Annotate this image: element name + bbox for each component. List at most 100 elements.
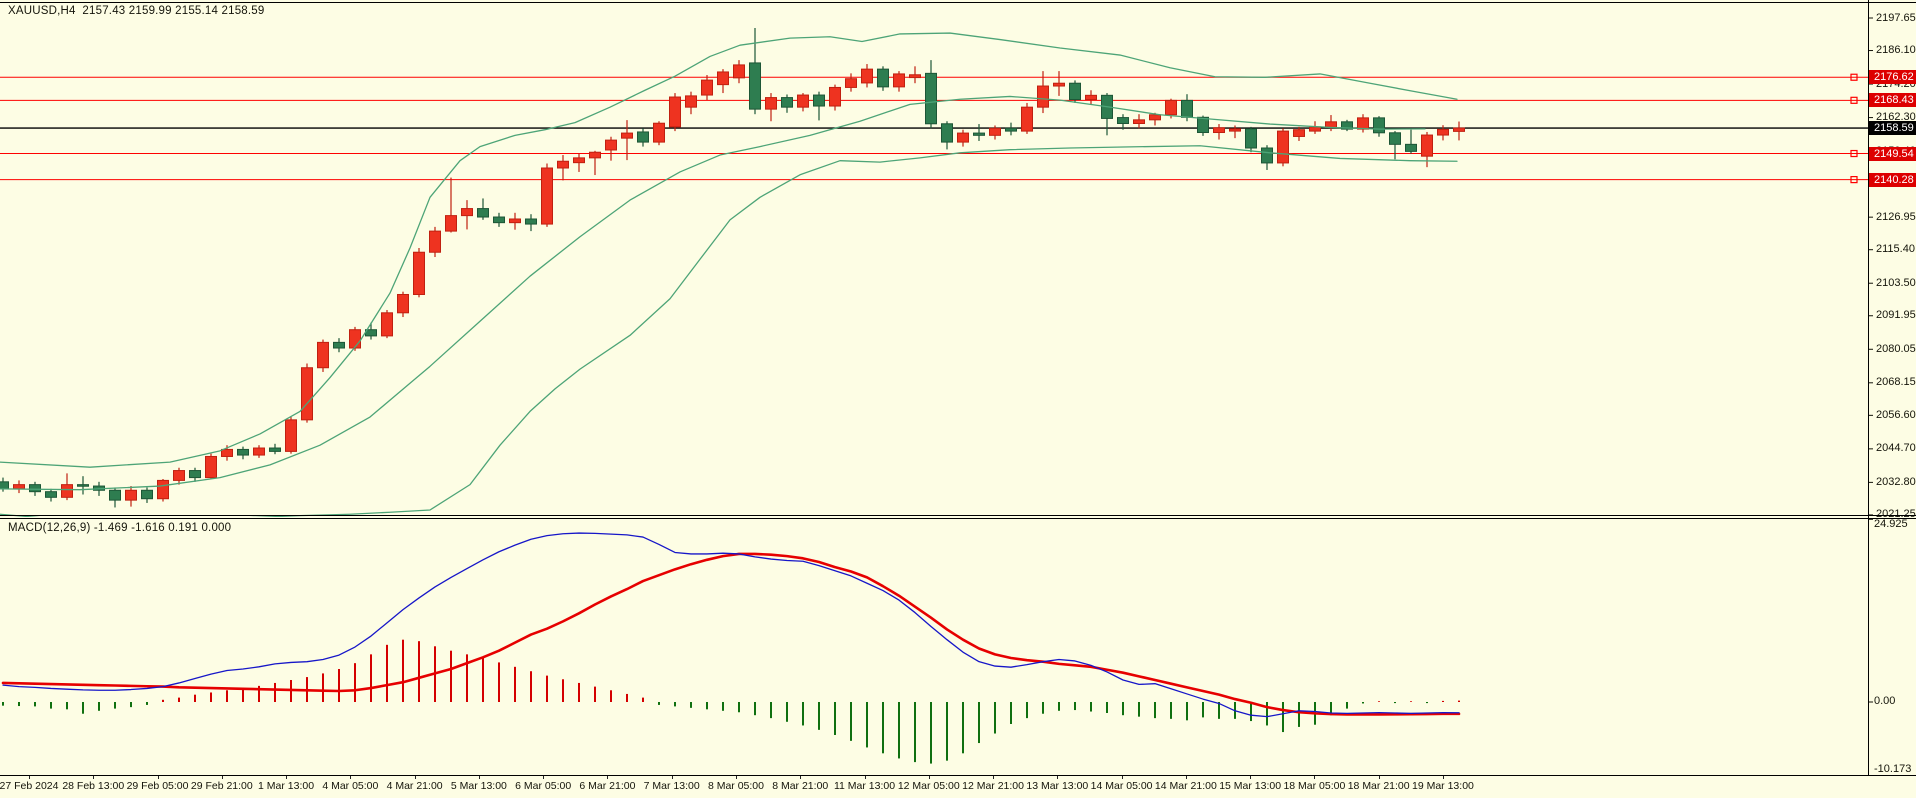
symbol-ohlc-header: XAUUSD,H4 2157.43 2159.99 2155.14 2158.5… xyxy=(8,5,265,17)
candle-body xyxy=(333,341,345,349)
candle-body xyxy=(349,329,361,349)
macd-indicator-canvas[interactable] xyxy=(0,517,1916,775)
time-axis-label: 18 Mar 05:00 xyxy=(1283,780,1346,792)
candle-body xyxy=(1309,126,1321,132)
candle-body xyxy=(253,447,265,456)
time-axis-tick xyxy=(1185,775,1187,779)
candle-body xyxy=(781,97,793,108)
candle-body xyxy=(1277,130,1289,164)
time-axis-tick xyxy=(735,775,737,779)
candle-body xyxy=(1069,82,1081,101)
price-axis-label: 2032.80 xyxy=(1876,475,1916,488)
time-axis-label: 29 Feb 05:00 xyxy=(126,780,189,792)
candle-body xyxy=(685,95,697,108)
candle-body xyxy=(109,489,121,501)
candle-body xyxy=(1229,128,1241,132)
candle-body xyxy=(733,64,745,79)
candle-body xyxy=(1085,94,1097,101)
time-axis-label: 29 Feb 21:00 xyxy=(190,780,253,792)
price-axis-label: 2115.40 xyxy=(1876,243,1915,256)
candle-body xyxy=(653,122,665,143)
candle-body xyxy=(189,470,201,479)
candle-body xyxy=(61,484,73,498)
candle-body xyxy=(237,448,249,456)
level-price-badge[interactable]: 2168.43 xyxy=(1869,93,1916,108)
time-axis-tick xyxy=(607,775,609,779)
candle-body xyxy=(1421,134,1433,157)
time-axis-label: 18 Mar 21:00 xyxy=(1347,780,1410,792)
candle-body xyxy=(573,157,585,164)
time-axis-label: 1 Mar 13:00 xyxy=(258,780,315,792)
price-chart-canvas[interactable] xyxy=(0,0,1916,517)
price-axis-line[interactable] xyxy=(1868,0,1869,775)
time-axis-label: 6 Mar 21:00 xyxy=(579,780,636,792)
price-axis-label: 2021.25 xyxy=(1876,508,1916,520)
candle-body xyxy=(1213,127,1225,134)
time-axis-tick xyxy=(1250,775,1252,779)
time-axis-label: 12 Mar 21:00 xyxy=(962,780,1024,792)
current-price-badge[interactable]: 2158.59 xyxy=(1869,121,1916,136)
hline-end-marker xyxy=(1850,73,1858,81)
macd-main-line xyxy=(2,532,1460,718)
candle-body xyxy=(845,78,857,88)
panel-separator-upper[interactable] xyxy=(0,515,1916,516)
time-axis-tick xyxy=(414,775,416,779)
candle-body xyxy=(765,97,777,110)
time-axis-tick xyxy=(286,775,288,779)
candle-body xyxy=(1453,127,1465,132)
candle-body xyxy=(605,139,617,151)
candle-body xyxy=(141,489,153,500)
candle-body xyxy=(1261,147,1273,164)
level-price-badge[interactable]: 2140.28 xyxy=(1869,172,1916,187)
time-axis-tick xyxy=(350,775,352,779)
level-price-badge[interactable]: 2176.62 xyxy=(1869,70,1916,85)
candle-body xyxy=(493,216,505,224)
time-axis-tick xyxy=(928,775,930,779)
time-axis-label: 5 Mar 13:00 xyxy=(450,780,507,792)
candle-body xyxy=(893,73,905,88)
candle-body xyxy=(301,367,313,421)
candle-body xyxy=(541,167,553,225)
time-axis-label: 8 Mar 21:00 xyxy=(772,780,829,792)
candle-body xyxy=(397,293,409,314)
candle-body xyxy=(1357,117,1369,130)
time-axis-label: 14 Mar 05:00 xyxy=(1090,780,1153,792)
level-price-badge[interactable]: 2149.54 xyxy=(1869,146,1916,161)
candle-body xyxy=(1149,114,1161,121)
time-axis-tick xyxy=(800,775,802,779)
candle-body xyxy=(797,94,809,108)
time-axis-tick xyxy=(1442,775,1444,779)
candle-body xyxy=(957,132,969,143)
time-axis-tick xyxy=(1121,775,1123,779)
candle-body xyxy=(45,491,57,498)
candle-body xyxy=(813,94,825,107)
price-axis-label: 2126.95 xyxy=(1876,210,1916,223)
macd-bottom-border xyxy=(0,775,1916,776)
candle-body xyxy=(1037,85,1049,108)
time-axis-tick xyxy=(478,775,480,779)
lower-band-line xyxy=(0,145,1458,517)
candle-body xyxy=(1293,129,1305,137)
time-axis-tick xyxy=(93,775,95,779)
candle-body xyxy=(1053,82,1065,87)
candle-body xyxy=(1133,119,1145,124)
panel-separator-lower[interactable] xyxy=(0,518,1916,519)
time-axis-tick xyxy=(864,775,866,779)
time-axis-tick xyxy=(29,775,30,779)
candle-body xyxy=(621,132,633,139)
price-axis-label: 2044.70 xyxy=(1876,442,1916,455)
candle-body xyxy=(1181,99,1193,118)
candle-body xyxy=(509,218,521,224)
candle-body xyxy=(877,68,889,88)
time-axis-label: 27 Feb 2024 xyxy=(0,780,59,792)
time-axis[interactable]: 27 Feb 2024 28 Feb 13:00 29 Feb 05:00 29 Fe… xyxy=(0,775,1916,798)
time-axis-label: 6 Mar 05:00 xyxy=(515,780,572,792)
candle-body xyxy=(749,62,761,110)
candle-body xyxy=(1389,132,1401,145)
time-axis-label: 4 Mar 21:00 xyxy=(386,780,443,792)
macd-axis-zero: 0.00 xyxy=(1874,695,1896,707)
time-axis-label: 11 Mar 13:00 xyxy=(833,780,896,792)
candle-body xyxy=(1437,128,1449,136)
price-axis-label: 2068.15 xyxy=(1876,376,1916,389)
time-axis-tick xyxy=(1314,775,1316,779)
